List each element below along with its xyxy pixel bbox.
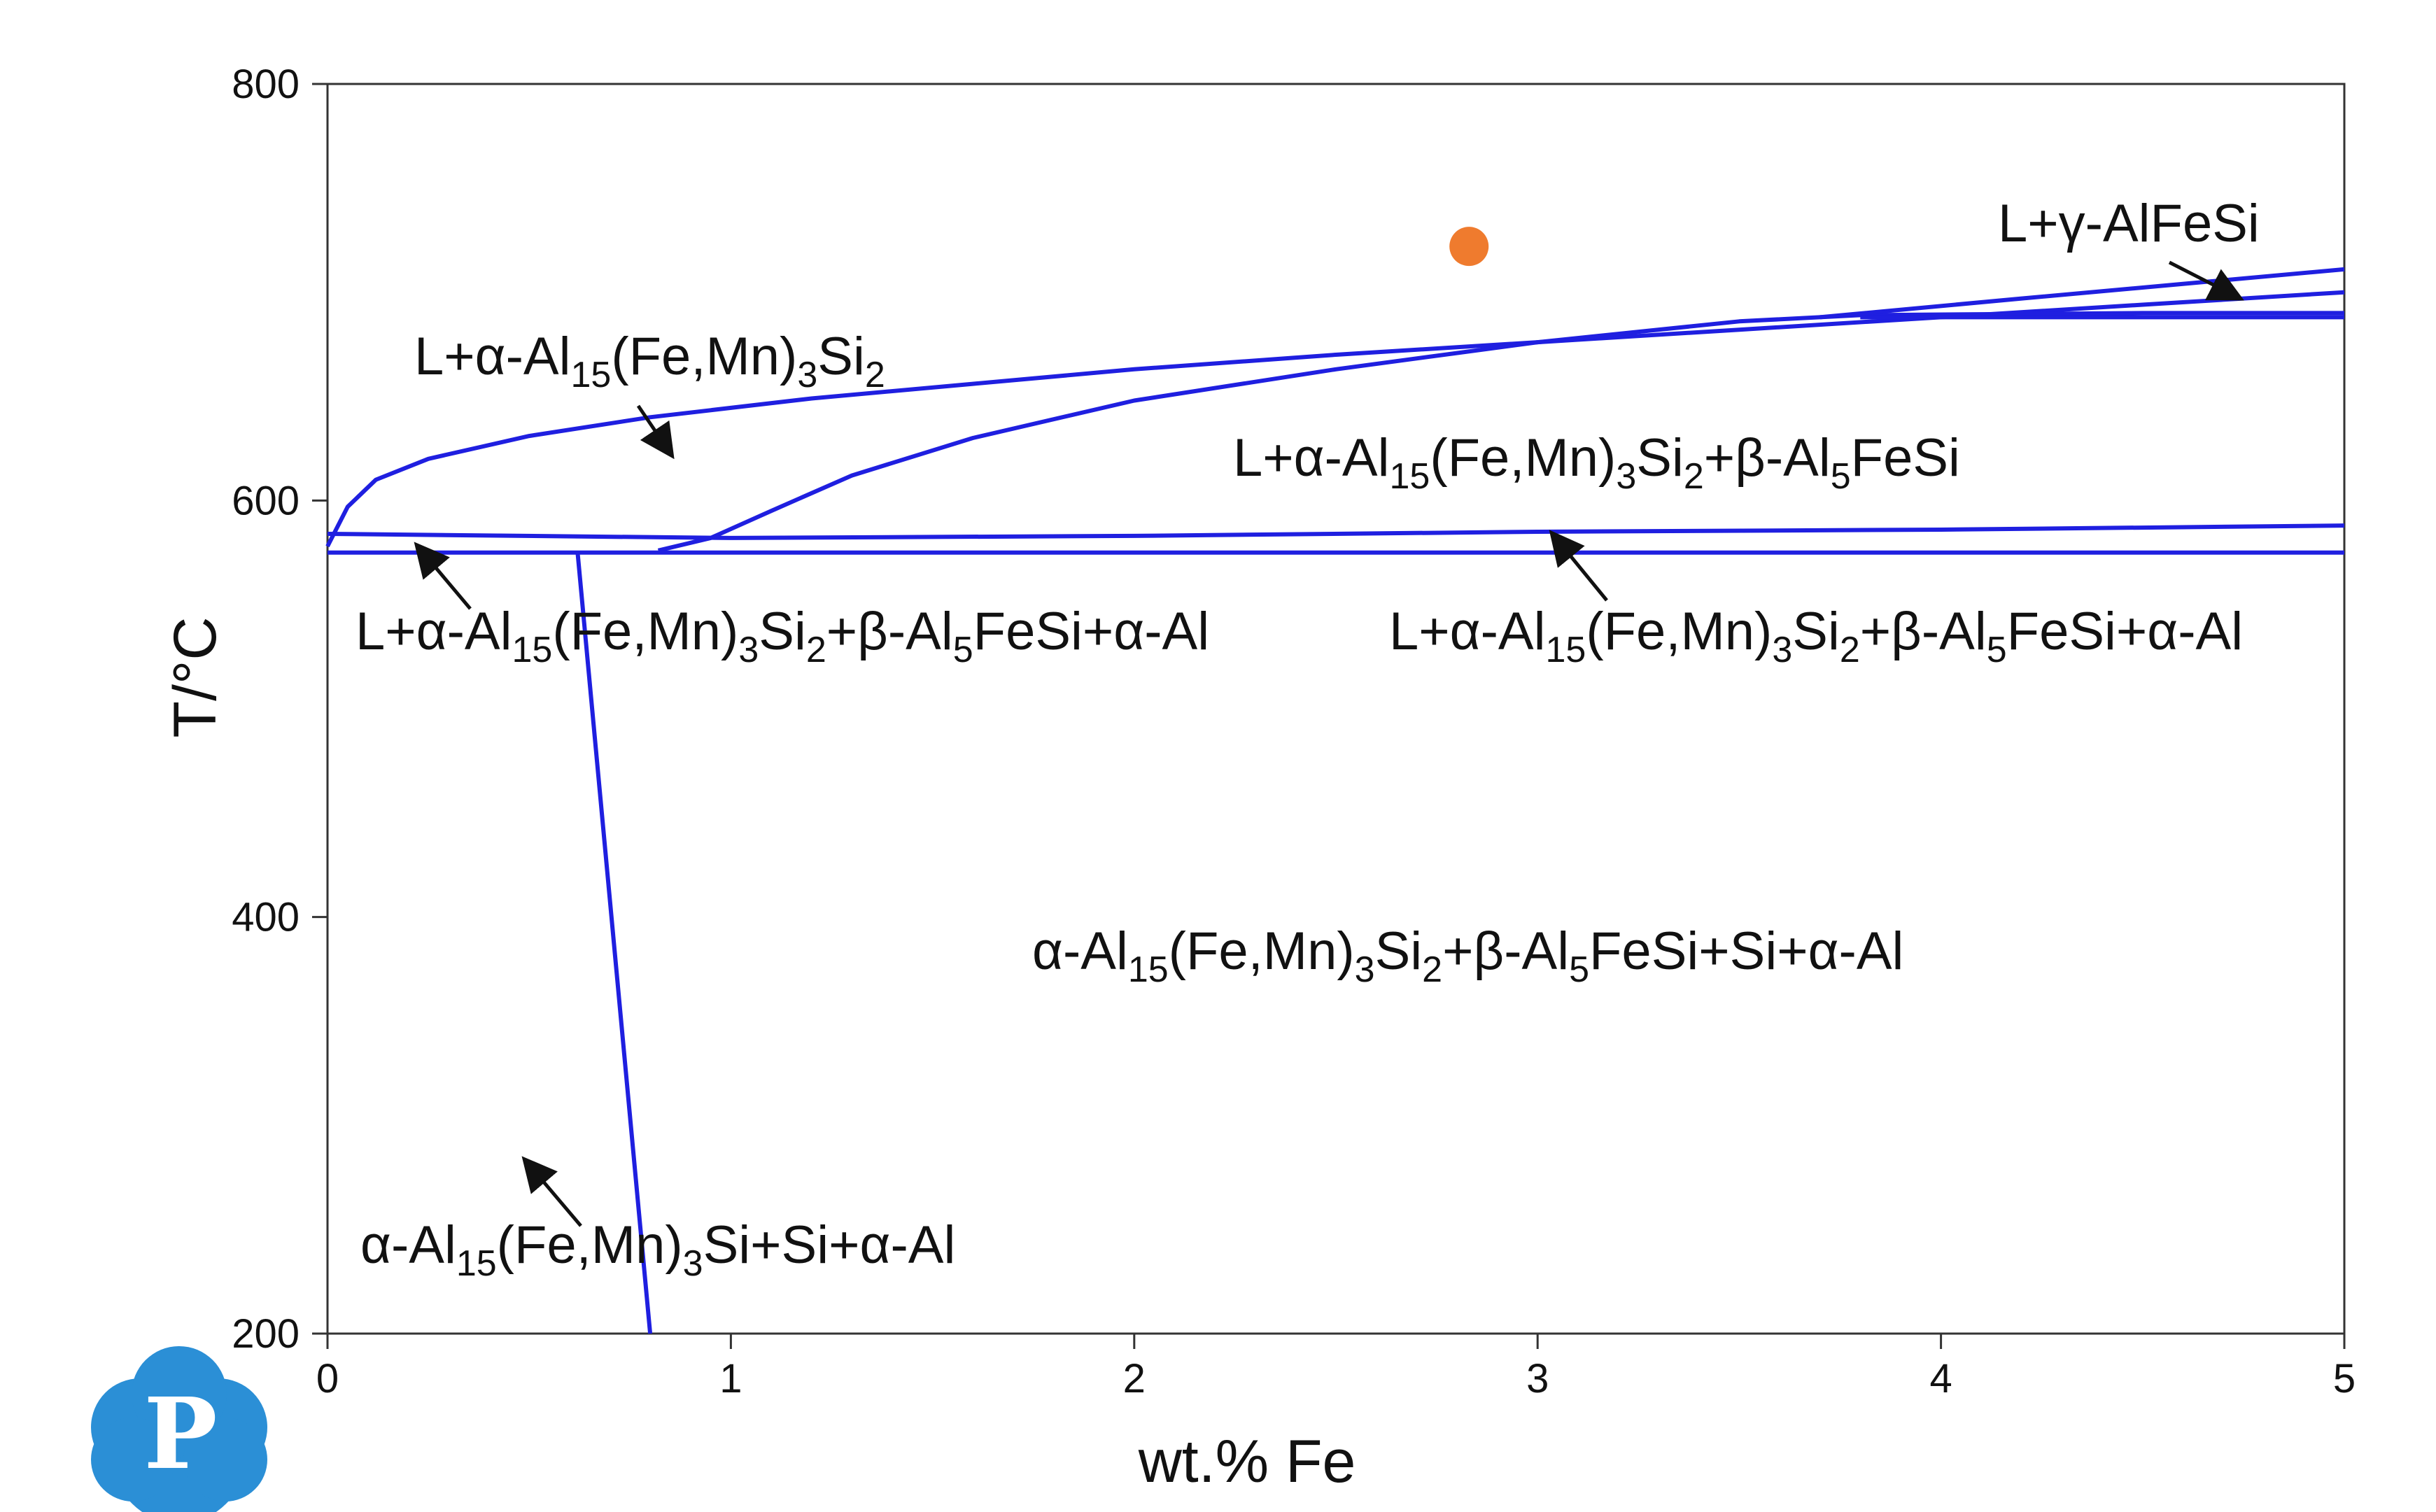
x-tick-label: 2 [1123,1356,1146,1401]
state-point-marker [1449,227,1489,267]
phase-boundary-line [575,552,653,1334]
x-tick-label: 4 [1929,1356,1952,1401]
region-label: L+γ-AlFeSi [1998,194,2260,253]
x-tick-label: 3 [1526,1356,1549,1401]
region-label: α-Al15(Fe,Mn)3Si+Si+α-Al [360,1215,955,1284]
region-label: L+α-Al15(Fe,Mn)3Si2+β-Al5FeSi+α-Al [1389,602,2243,670]
region-label: α-Al15(Fe,Mn)3Si2+β-Al5FeSi+Si+α-Al [1032,921,1903,990]
phase-boundary-line [325,290,2345,548]
phase-boundaries [325,267,2345,1334]
y-axis-ticks: 200 400 600 800 [232,62,328,1357]
pandat-logo-icon: P [91,1346,267,1512]
x-axis-label: wt.% Fe [1138,1428,1356,1495]
logo-letter: P [143,1377,217,1492]
x-axis-ticks: 0 1 2 3 4 5 [316,1334,2356,1401]
x-tick-label: 0 [316,1356,339,1401]
annotation-arrows [414,260,2244,1227]
region-label: L+α-Al15(Fe,Mn)3Si2+β-Al5FeSi+α-Al [355,602,1209,670]
region-labels: L+α-Al15(Fe,Mn)3Si2 L+γ-AlFeSi L+α-Al15(… [355,194,2260,1284]
y-tick-label: 200 [232,1311,300,1357]
y-tick-label: 800 [232,62,300,107]
region-label: L+α-Al15(Fe,Mn)3Si2+β-Al5FeSi [1233,428,1960,497]
plot-frame [326,83,2346,1335]
annotation-arrow [521,1156,582,1227]
phase-boundary-line [657,311,2344,553]
y-tick-label: 400 [232,895,300,940]
annotation-arrow [414,542,472,610]
phase-boundary-line [327,523,2345,540]
x-tick-label: 5 [2333,1356,2356,1401]
x-tick-label: 1 [719,1356,742,1401]
region-label: L+α-Al15(Fe,Mn)3Si2 [414,327,885,395]
annotation-arrow [2168,260,2244,301]
y-axis-label: T/°C [162,617,229,738]
y-tick-label: 600 [232,478,300,523]
phase-boundary-line [1819,267,2345,320]
annotation-arrow [1549,530,1608,602]
annotation-arrow [636,404,675,460]
